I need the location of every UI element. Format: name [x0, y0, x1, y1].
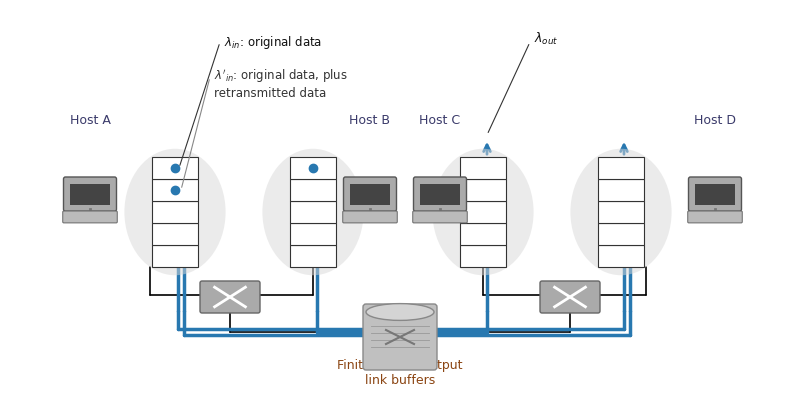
FancyBboxPatch shape [539, 281, 599, 313]
Text: $\lambda_{in}$: original data: $\lambda_{in}$: original data [224, 33, 322, 50]
Bar [460, 179, 505, 201]
Text: Host A: Host A [70, 114, 111, 127]
Bar [290, 179, 335, 201]
Bar [597, 157, 643, 179]
Ellipse shape [366, 304, 433, 320]
Bar [152, 245, 198, 267]
Bar [152, 201, 198, 223]
FancyBboxPatch shape [687, 177, 740, 211]
Bar [694, 184, 734, 205]
Bar [419, 184, 460, 205]
FancyBboxPatch shape [342, 211, 397, 223]
Ellipse shape [569, 149, 670, 275]
FancyBboxPatch shape [413, 177, 466, 211]
Bar [152, 157, 198, 179]
Bar [460, 245, 505, 267]
FancyBboxPatch shape [200, 281, 260, 313]
FancyBboxPatch shape [687, 211, 741, 223]
Bar [70, 184, 110, 205]
Ellipse shape [124, 149, 225, 275]
Text: Host B: Host B [349, 114, 390, 127]
Bar [460, 201, 505, 223]
Bar [290, 223, 335, 245]
Bar [597, 179, 643, 201]
Text: $\lambda_{out}$: $\lambda_{out}$ [533, 31, 558, 47]
Text: $\lambda'_{in}$: original data, plus
retransmitted data: $\lambda'_{in}$: original data, plus ret… [214, 68, 347, 100]
FancyBboxPatch shape [63, 211, 117, 223]
Bar [290, 245, 335, 267]
Bar [597, 201, 643, 223]
Ellipse shape [262, 149, 363, 275]
Bar [460, 157, 505, 179]
Bar [152, 223, 198, 245]
FancyBboxPatch shape [63, 177, 116, 211]
Ellipse shape [431, 149, 533, 275]
Bar [350, 184, 390, 205]
FancyBboxPatch shape [343, 177, 396, 211]
Text: Host D: Host D [693, 114, 735, 127]
FancyBboxPatch shape [363, 304, 436, 370]
Bar [597, 245, 643, 267]
Bar [290, 201, 335, 223]
Text: Host C: Host C [419, 114, 460, 127]
Bar [290, 157, 335, 179]
Bar [460, 223, 505, 245]
Bar [152, 179, 198, 201]
FancyBboxPatch shape [412, 211, 467, 223]
Bar [597, 223, 643, 245]
Text: Finite shared output
link buffers: Finite shared output link buffers [337, 359, 462, 387]
